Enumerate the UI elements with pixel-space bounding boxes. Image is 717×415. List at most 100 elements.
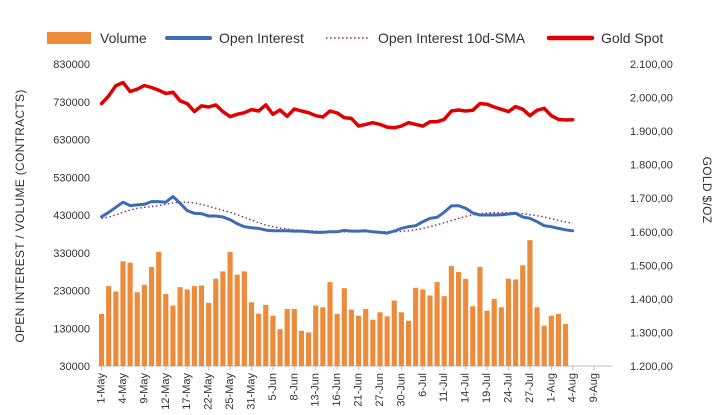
volume-bar — [298, 330, 305, 366]
volume-bar — [463, 278, 469, 366]
volume-bar — [434, 282, 440, 366]
volume-bar — [563, 324, 569, 366]
y-tick-left: 830000 — [53, 59, 90, 71]
volume-bar — [234, 274, 240, 366]
volume-bar — [527, 240, 533, 366]
y-axis-title-right: GOLD $/OZ — [700, 157, 714, 224]
y-tick-left: 430000 — [53, 210, 90, 222]
volume-bars — [98, 240, 569, 366]
volume-bar — [420, 289, 426, 366]
x-tick-label: 22-May — [203, 373, 215, 410]
y-tick-right: 1.600,00 — [630, 227, 673, 239]
legend-label-open-interest-sma: Open Interest 10d-SMA — [378, 30, 526, 46]
volume-bar — [320, 307, 326, 366]
x-tick-label: 25-May — [224, 373, 236, 410]
x-tick-label: 24-Jul — [502, 373, 514, 403]
volume-bar — [206, 302, 212, 366]
y-tick-left: 530000 — [53, 172, 90, 184]
series-line-gold — [99, 80, 575, 130]
volume-bar — [163, 293, 169, 366]
y-tick-right: 1.900,00 — [630, 126, 673, 138]
legend-label-gold-spot: Gold Spot — [601, 30, 663, 46]
volume-bar — [448, 266, 454, 366]
volume-bar — [277, 329, 283, 366]
volume-bar — [248, 302, 255, 366]
volume-bar — [156, 251, 162, 366]
volume-bar — [391, 300, 397, 366]
y-tick-left: 30000 — [59, 361, 90, 373]
x-tick-label: 11-Jul — [438, 373, 450, 402]
volume-bar — [191, 286, 197, 366]
y-axis-right-ticks: 1.200,00 1.300,00 1.400,00 1.500,00 1.600,00… — [630, 59, 673, 373]
y-tick-right: 2.000,00 — [630, 93, 673, 105]
volume-bar — [534, 307, 540, 366]
volume-bar — [213, 278, 219, 366]
volume-bar — [170, 305, 176, 366]
volume-bar — [413, 287, 419, 366]
y-tick-right: 2.100,00 — [630, 59, 673, 71]
x-tick-label: 6-Jul — [417, 373, 429, 397]
x-tick-label: 21-Jun — [353, 373, 365, 407]
series-lines — [99, 80, 575, 235]
volume-bar — [348, 309, 355, 366]
legend-label-open-interest: Open Interest — [219, 30, 304, 46]
x-tick-label: 4-May — [117, 373, 129, 404]
y-tick-left: 630000 — [53, 135, 90, 147]
volume-bar — [427, 295, 433, 366]
y-tick-left: 130000 — [53, 323, 90, 335]
volume-bar — [327, 282, 333, 366]
volume-bar — [284, 308, 290, 366]
series-line-sma — [101, 201, 573, 233]
volume-bar — [377, 312, 383, 366]
volume-bar — [341, 288, 347, 366]
volume-bar — [270, 315, 276, 366]
y-tick-right: 1.800,00 — [630, 160, 673, 172]
y-tick-left: 730000 — [53, 97, 90, 109]
y-tick-right: 1.300,00 — [630, 327, 673, 339]
volume-bar — [491, 298, 497, 366]
x-axis-ticks: 1-May 4-May 9-May 12-May 17-May 22-May 25-May 3… — [96, 366, 600, 410]
volume-bar — [541, 325, 547, 366]
volume-bar — [513, 279, 519, 366]
volume-bar — [334, 313, 340, 366]
volume-bar — [141, 284, 147, 366]
x-tick-label: 12-May — [160, 373, 172, 410]
legend-swatch-volume — [47, 32, 91, 44]
x-tick-label: 30-Jun — [395, 373, 407, 407]
y-tick-right: 1.700,00 — [630, 193, 673, 205]
y-tick-right: 1.200,00 — [630, 361, 673, 373]
volume-bar — [548, 315, 554, 366]
volume-bar — [370, 319, 376, 366]
series-line-oi — [100, 195, 575, 235]
volume-bar — [498, 307, 504, 366]
x-tick-label: 1-Aug — [545, 373, 557, 402]
x-tick-label: 17-May — [181, 373, 193, 410]
x-tick-label: 1-May — [96, 373, 108, 404]
x-tick-label: 14-Jul — [460, 373, 472, 403]
legend-label-volume: Volume — [100, 30, 147, 46]
x-tick-label: 9-May — [138, 373, 150, 404]
volume-bar — [520, 265, 526, 366]
volume-bar — [177, 287, 183, 366]
volume-bar — [241, 271, 247, 366]
x-tick-label: 16-Jun — [331, 373, 343, 407]
volume-bar — [355, 315, 362, 366]
volume-bar — [148, 267, 155, 366]
volume-bar — [484, 310, 490, 366]
volume-bar — [441, 296, 447, 366]
volume-bar — [184, 289, 190, 366]
volume-bar — [313, 305, 319, 366]
y-axis-left-ticks: 30000 130000 230000 330000 430000 530000 63000… — [53, 59, 90, 373]
x-tick-label: 5-Jun — [267, 373, 279, 401]
y-tick-right: 1.400,00 — [630, 294, 673, 306]
volume-bar — [106, 286, 112, 366]
volume-bar — [477, 267, 483, 366]
x-tick-label: 4-Aug — [567, 373, 579, 402]
x-tick-label: 9-Aug — [588, 373, 600, 402]
x-tick-label: 13-Jun — [310, 373, 322, 407]
x-tick-label: 31-May — [245, 373, 257, 410]
volume-bar — [306, 332, 312, 366]
volume-bar — [398, 312, 404, 366]
volume-bar — [256, 313, 262, 366]
